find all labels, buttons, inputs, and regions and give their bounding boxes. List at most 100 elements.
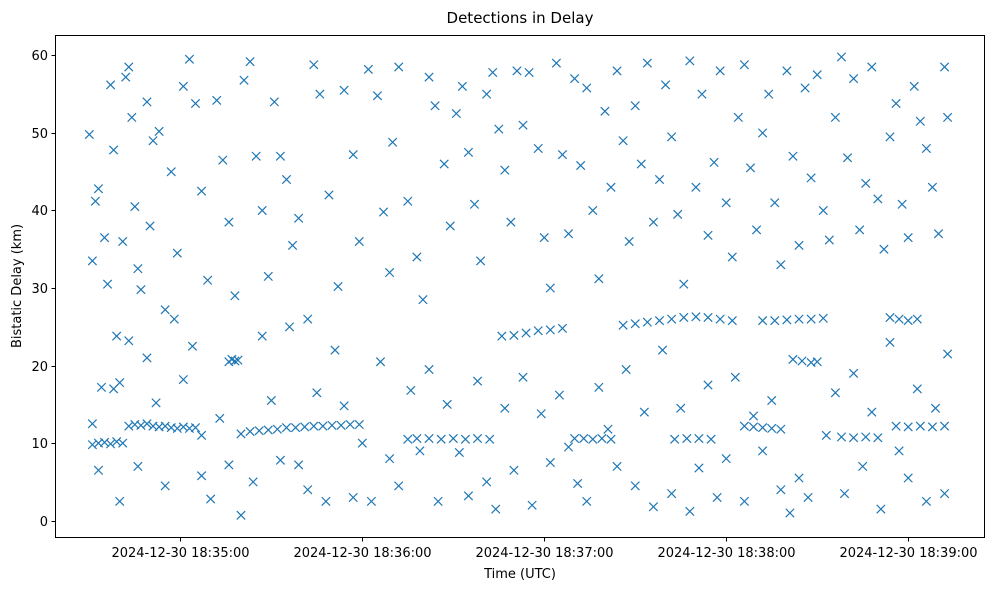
data-point (172, 423, 182, 434)
data-point (697, 89, 707, 99)
data-point (879, 244, 889, 254)
data-point (363, 64, 373, 74)
data-point (642, 58, 652, 68)
data-point (885, 312, 895, 323)
data-point (439, 159, 449, 169)
data-point (112, 331, 122, 341)
data-point (251, 151, 261, 161)
data-point (582, 496, 592, 506)
data-point (648, 502, 659, 512)
data-point (679, 312, 689, 323)
data-point (124, 62, 134, 72)
data-point (894, 314, 904, 324)
data-point (569, 433, 580, 444)
data-point (770, 315, 780, 326)
data-point (721, 454, 731, 464)
data-point (324, 190, 334, 200)
data-point (118, 236, 128, 247)
data-point (460, 434, 471, 444)
data-point (848, 433, 859, 443)
data-point (233, 355, 243, 365)
data-point (154, 126, 164, 137)
data-point (557, 323, 568, 334)
data-point (715, 314, 725, 324)
data-point (939, 421, 950, 431)
data-point (142, 419, 152, 429)
data-point (903, 473, 913, 483)
data-point (703, 312, 713, 323)
data-point (403, 434, 413, 444)
data-point (933, 229, 944, 239)
data-point (90, 196, 101, 206)
data-point (118, 438, 128, 448)
data-point (803, 492, 813, 503)
data-point (572, 478, 583, 489)
data-point (136, 284, 146, 295)
data-point (454, 447, 464, 458)
data-point (287, 240, 298, 251)
data-point (657, 345, 668, 355)
data-point (148, 136, 158, 146)
data-point (518, 372, 528, 382)
data-point (142, 97, 152, 107)
data-point (569, 74, 580, 84)
data-point (873, 194, 883, 204)
data-point (254, 426, 264, 436)
data-point (621, 364, 631, 375)
data-point (873, 433, 883, 443)
data-point (178, 422, 188, 432)
data-point (739, 496, 750, 506)
data-point (691, 182, 701, 192)
data-point (733, 112, 743, 123)
data-point (670, 434, 680, 444)
data-point (224, 217, 234, 227)
data-point (891, 98, 901, 109)
data-point (309, 421, 319, 431)
data-point (500, 165, 510, 175)
data-point (867, 407, 877, 417)
data-point (284, 322, 295, 332)
data-point (485, 434, 495, 444)
data-point (257, 205, 267, 216)
data-point (612, 66, 622, 76)
data-point (533, 143, 543, 154)
data-point (876, 504, 886, 514)
data-point (630, 319, 640, 329)
data-point (145, 221, 155, 231)
data-point (336, 420, 346, 430)
data-point (203, 275, 213, 285)
data-point (190, 98, 201, 109)
data-point (897, 199, 907, 209)
y-axis: 0 10 20 30 40 50 60 (31, 49, 56, 530)
data-point (794, 314, 804, 324)
data-point (794, 473, 804, 483)
data-point (266, 395, 276, 406)
data-point (727, 252, 737, 262)
data-point (782, 315, 792, 325)
data-point (927, 182, 938, 192)
data-point (275, 455, 286, 465)
data-point (303, 485, 313, 495)
data-point (93, 465, 104, 475)
data-point (748, 422, 759, 432)
x-tick-label: 2024-12-30 18:38:00 (657, 546, 795, 561)
data-point (315, 89, 325, 99)
data-point (745, 163, 756, 173)
data-point (794, 240, 804, 251)
data-point (770, 198, 780, 208)
data-point (685, 506, 695, 517)
data-point (448, 433, 458, 444)
data-point (727, 315, 737, 326)
data-point (124, 336, 134, 346)
data-point (806, 173, 816, 183)
data-point (184, 54, 195, 64)
data-point (757, 423, 768, 433)
data-point (451, 108, 461, 119)
data-point (345, 419, 355, 430)
data-point (691, 312, 701, 322)
data-point (667, 132, 677, 142)
data-point (172, 248, 182, 258)
data-point (603, 424, 613, 434)
data-point (330, 345, 340, 355)
data-point (348, 492, 358, 503)
